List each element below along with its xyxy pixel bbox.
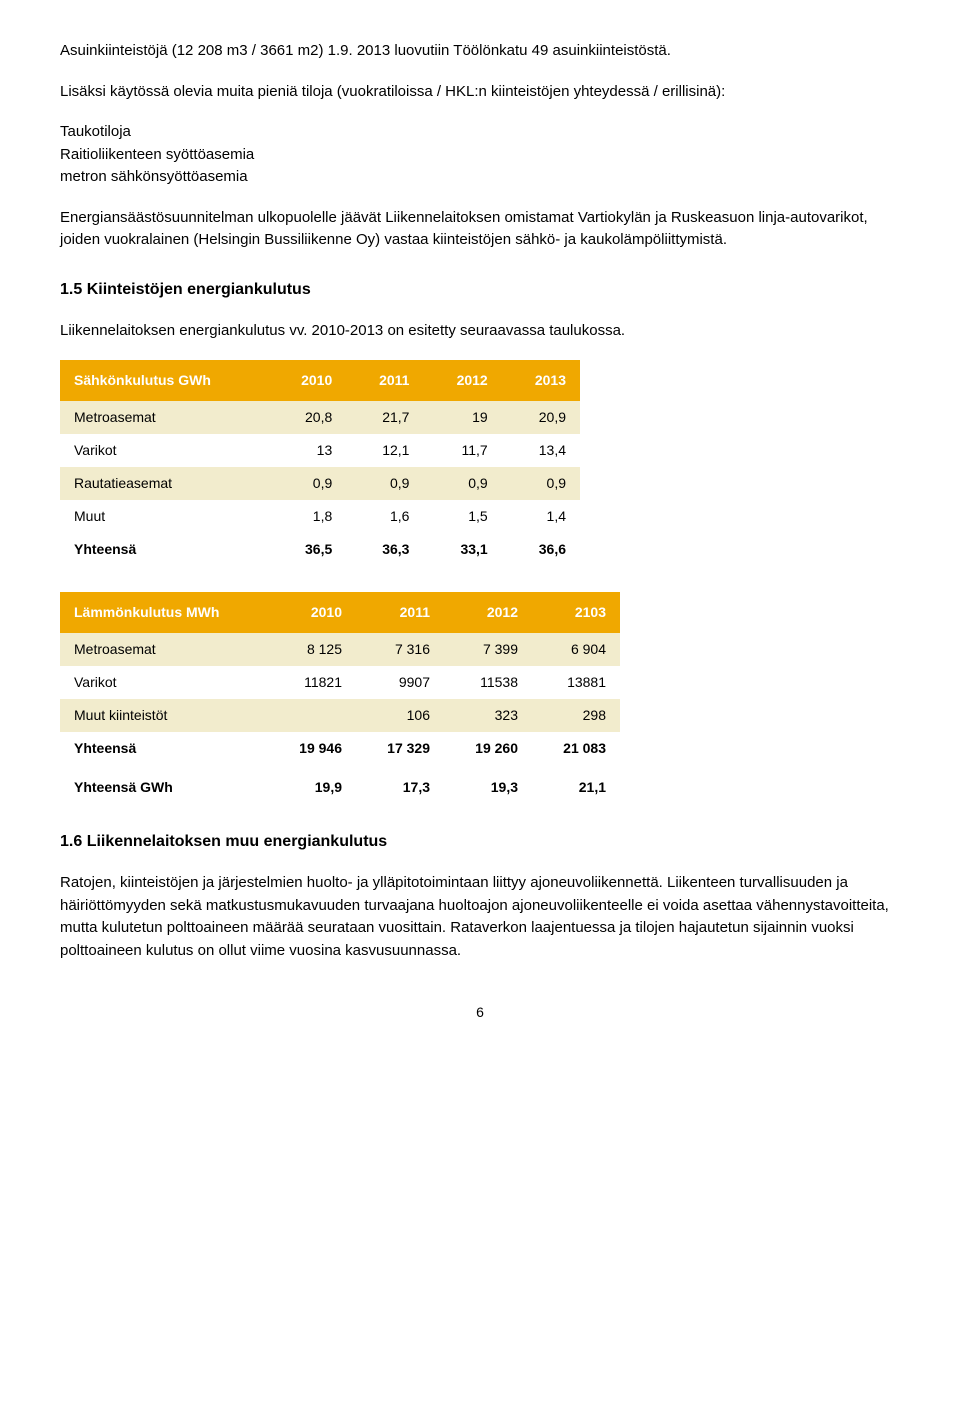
cell: 11821 xyxy=(268,666,356,699)
table-row: Muut kiinteistöt 106 323 298 xyxy=(60,699,620,732)
page-number: 6 xyxy=(60,1002,900,1023)
row-label: Yhteensä xyxy=(60,732,268,765)
cell: 0,9 xyxy=(346,467,423,500)
cell: 33,1 xyxy=(423,533,501,566)
electricity-table: Sähkönkulutus GWh 2010 2011 2012 2013 Me… xyxy=(60,360,580,566)
section-1-6-p1: Ratojen, kiinteistöjen ja järjestelmien … xyxy=(60,872,900,962)
row-label: Rautatieasemat xyxy=(60,467,268,500)
table-row: Metroasemat 20,8 21,7 19 20,9 xyxy=(60,401,580,434)
cell: 36,6 xyxy=(502,533,580,566)
cell: 17,3 xyxy=(356,771,444,804)
cell: 1,6 xyxy=(346,500,423,533)
col-year: 2103 xyxy=(532,592,620,633)
cell: 13 xyxy=(268,434,346,467)
col-year: 2010 xyxy=(268,360,346,401)
section-1-5-lead: Liikennelaitoksen energiankulutus vv. 20… xyxy=(60,320,900,343)
table-total-row: Yhteensä 19 946 17 329 19 260 21 083 xyxy=(60,732,620,765)
cell: 36,3 xyxy=(346,533,423,566)
cell: 17 329 xyxy=(356,732,444,765)
cell: 298 xyxy=(532,699,620,732)
cell: 20,8 xyxy=(268,401,346,434)
cell: 11538 xyxy=(444,666,532,699)
cell: 1,5 xyxy=(423,500,501,533)
row-label: Yhteensä xyxy=(60,533,268,566)
table-row: Metroasemat 8 125 7 316 7 399 6 904 xyxy=(60,633,620,666)
cell: 0,9 xyxy=(502,467,580,500)
col-label: Lämmönkulutus MWh xyxy=(60,592,268,633)
cell: 19 260 xyxy=(444,732,532,765)
col-year: 2011 xyxy=(356,592,444,633)
cell: 13881 xyxy=(532,666,620,699)
col-year: 2010 xyxy=(268,592,356,633)
section-1-5-title: 1.5 Kiinteistöjen energiankulutus xyxy=(60,278,900,302)
cell: 9907 xyxy=(356,666,444,699)
cell: 1,8 xyxy=(268,500,346,533)
cell: 19 946 xyxy=(268,732,356,765)
cell: 0,9 xyxy=(423,467,501,500)
cell: 6 904 xyxy=(532,633,620,666)
intro-list: Taukotiloja Raitioliikenteen syöttöasemi… xyxy=(60,121,900,189)
col-label: Sähkönkulutus GWh xyxy=(60,360,268,401)
table-row: Muut 1,8 1,6 1,5 1,4 xyxy=(60,500,580,533)
cell: 7 399 xyxy=(444,633,532,666)
table-total-row: Yhteensä 36,5 36,3 33,1 36,6 xyxy=(60,533,580,566)
cell: 21,1 xyxy=(532,771,620,804)
row-label: Varikot xyxy=(60,434,268,467)
col-year: 2012 xyxy=(444,592,532,633)
table-total-gwh-row: Yhteensä GWh 19,9 17,3 19,3 21,1 xyxy=(60,771,620,804)
cell: 7 316 xyxy=(356,633,444,666)
col-year: 2011 xyxy=(346,360,423,401)
intro-p3: Energiansäästösuunnitelman ulkopuolelle … xyxy=(60,207,900,252)
col-year: 2012 xyxy=(423,360,501,401)
list-item: Taukotiloja xyxy=(60,121,900,144)
cell: 323 xyxy=(444,699,532,732)
cell: 19,9 xyxy=(268,771,356,804)
cell: 12,1 xyxy=(346,434,423,467)
section-1-6-title: 1.6 Liikennelaitoksen muu energiankulutu… xyxy=(60,830,900,854)
row-label: Muut kiinteistöt xyxy=(60,699,268,732)
cell: 21,7 xyxy=(346,401,423,434)
list-item: metron sähkönsyöttöasemia xyxy=(60,166,900,189)
table-row: Varikot 13 12,1 11,7 13,4 xyxy=(60,434,580,467)
row-label: Muut xyxy=(60,500,268,533)
intro-p2: Lisäksi käytössä olevia muita pieniä til… xyxy=(60,81,900,104)
col-year: 2013 xyxy=(502,360,580,401)
cell: 21 083 xyxy=(532,732,620,765)
cell: 20,9 xyxy=(502,401,580,434)
cell: 0,9 xyxy=(268,467,346,500)
table-row: Rautatieasemat 0,9 0,9 0,9 0,9 xyxy=(60,467,580,500)
cell: 11,7 xyxy=(423,434,501,467)
row-label: Metroasemat xyxy=(60,401,268,434)
cell: 8 125 xyxy=(268,633,356,666)
row-label: Varikot xyxy=(60,666,268,699)
intro-p1: Asuinkiinteistöjä (12 208 m3 / 3661 m2) … xyxy=(60,40,900,63)
cell: 1,4 xyxy=(502,500,580,533)
cell: 36,5 xyxy=(268,533,346,566)
row-label: Metroasemat xyxy=(60,633,268,666)
list-item: Raitioliikenteen syöttöasemia xyxy=(60,144,900,167)
cell xyxy=(268,699,356,732)
cell: 19 xyxy=(423,401,501,434)
heat-table: Lämmönkulutus MWh 2010 2011 2012 2103 Me… xyxy=(60,592,620,804)
cell: 106 xyxy=(356,699,444,732)
cell: 19,3 xyxy=(444,771,532,804)
cell: 13,4 xyxy=(502,434,580,467)
row-label: Yhteensä GWh xyxy=(60,771,268,804)
table-row: Varikot 11821 9907 11538 13881 xyxy=(60,666,620,699)
